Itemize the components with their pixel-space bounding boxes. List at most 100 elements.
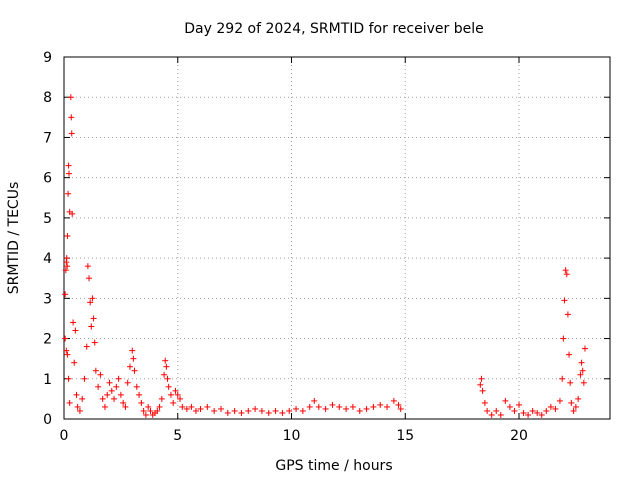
data-point bbox=[192, 407, 199, 414]
data-point bbox=[108, 387, 115, 394]
data-point bbox=[68, 114, 75, 121]
plot-frame bbox=[63, 56, 611, 420]
data-point bbox=[83, 343, 90, 350]
data-point bbox=[572, 403, 579, 410]
y-tick-label: 7 bbox=[43, 130, 52, 146]
data-point bbox=[384, 403, 391, 410]
data-point bbox=[502, 397, 509, 404]
data-point bbox=[293, 405, 300, 412]
y-tick-label: 9 bbox=[43, 50, 52, 66]
axis-tick-labels: 0 5 10 15 20 0 1 2 3 4 5 6 7 8 9 bbox=[43, 50, 528, 444]
data-point bbox=[117, 391, 124, 398]
data-point bbox=[390, 397, 397, 404]
data-point bbox=[162, 357, 169, 364]
data-point bbox=[115, 375, 122, 382]
data-point bbox=[578, 359, 585, 366]
data-point bbox=[547, 403, 554, 410]
data-point bbox=[479, 387, 486, 394]
data-point bbox=[68, 130, 75, 137]
data-point bbox=[552, 405, 559, 412]
data-point bbox=[579, 367, 586, 374]
data-point bbox=[65, 190, 72, 197]
y-tick-label: 2 bbox=[43, 332, 52, 348]
y-axis-label: SRMTID / TECUs bbox=[6, 182, 22, 295]
data-point bbox=[164, 375, 171, 382]
data-point bbox=[106, 379, 113, 386]
grid bbox=[64, 57, 610, 419]
data-point bbox=[147, 407, 154, 414]
data-point bbox=[478, 375, 485, 382]
data-point bbox=[174, 391, 181, 398]
x-tick-label: 5 bbox=[173, 428, 182, 444]
data-point bbox=[84, 263, 91, 270]
data-point bbox=[560, 335, 567, 342]
data-point bbox=[567, 379, 574, 386]
data-point bbox=[520, 409, 527, 416]
data-point bbox=[356, 407, 363, 414]
data-point bbox=[172, 387, 179, 394]
data-point bbox=[336, 403, 343, 410]
data-point bbox=[158, 395, 165, 402]
data-point bbox=[138, 399, 145, 406]
data-point bbox=[562, 267, 569, 274]
data-point bbox=[167, 391, 174, 398]
y-tick-label: 4 bbox=[43, 251, 52, 267]
data-point bbox=[556, 397, 563, 404]
data-point bbox=[79, 395, 86, 402]
data-point bbox=[81, 375, 88, 382]
data-point bbox=[538, 411, 545, 418]
y-tick-label: 6 bbox=[43, 171, 52, 187]
data-point bbox=[188, 403, 195, 410]
data-point bbox=[217, 405, 224, 412]
data-point bbox=[580, 379, 587, 386]
chart-title: Day 292 of 2024, SRMTID for receiver bel… bbox=[184, 21, 483, 37]
data-point bbox=[566, 351, 573, 358]
data-point bbox=[238, 409, 245, 416]
data-point bbox=[131, 367, 138, 374]
data-point bbox=[568, 399, 575, 406]
data-point bbox=[370, 403, 377, 410]
data-point bbox=[265, 409, 272, 416]
data-point bbox=[563, 271, 570, 278]
axis-ticks bbox=[63, 56, 610, 420]
data-point bbox=[64, 263, 71, 270]
data-point bbox=[575, 395, 582, 402]
data-point bbox=[177, 395, 184, 402]
data-point bbox=[529, 407, 536, 414]
data-point bbox=[497, 411, 504, 418]
y-tick-label: 8 bbox=[43, 90, 52, 106]
data-point bbox=[99, 395, 106, 402]
data-point bbox=[70, 319, 77, 326]
data-point bbox=[64, 351, 71, 358]
data-point bbox=[322, 405, 329, 412]
x-tick-label: 15 bbox=[396, 428, 414, 444]
data-point bbox=[136, 391, 143, 398]
data-point bbox=[64, 232, 71, 239]
data-point bbox=[122, 403, 129, 410]
data-point bbox=[156, 403, 163, 410]
data-point bbox=[67, 94, 74, 101]
data-point bbox=[66, 399, 73, 406]
data-point bbox=[113, 383, 120, 390]
data-point bbox=[71, 359, 78, 366]
data-point bbox=[126, 363, 133, 370]
data-point bbox=[120, 399, 127, 406]
data-point bbox=[65, 162, 72, 169]
data-point bbox=[145, 403, 152, 410]
data-point bbox=[179, 403, 186, 410]
data-point bbox=[73, 391, 80, 398]
data-point bbox=[165, 383, 172, 390]
x-tick-label: 0 bbox=[60, 428, 69, 444]
data-point bbox=[481, 399, 488, 406]
data-point bbox=[69, 210, 76, 217]
data-point bbox=[581, 345, 588, 352]
data-point bbox=[142, 411, 149, 418]
data-point bbox=[279, 409, 286, 416]
data-point bbox=[140, 407, 147, 414]
data-point bbox=[224, 409, 231, 416]
x-tick-label: 20 bbox=[510, 428, 528, 444]
data-point bbox=[87, 299, 94, 306]
data-point bbox=[130, 355, 137, 362]
data-point bbox=[62, 335, 69, 342]
